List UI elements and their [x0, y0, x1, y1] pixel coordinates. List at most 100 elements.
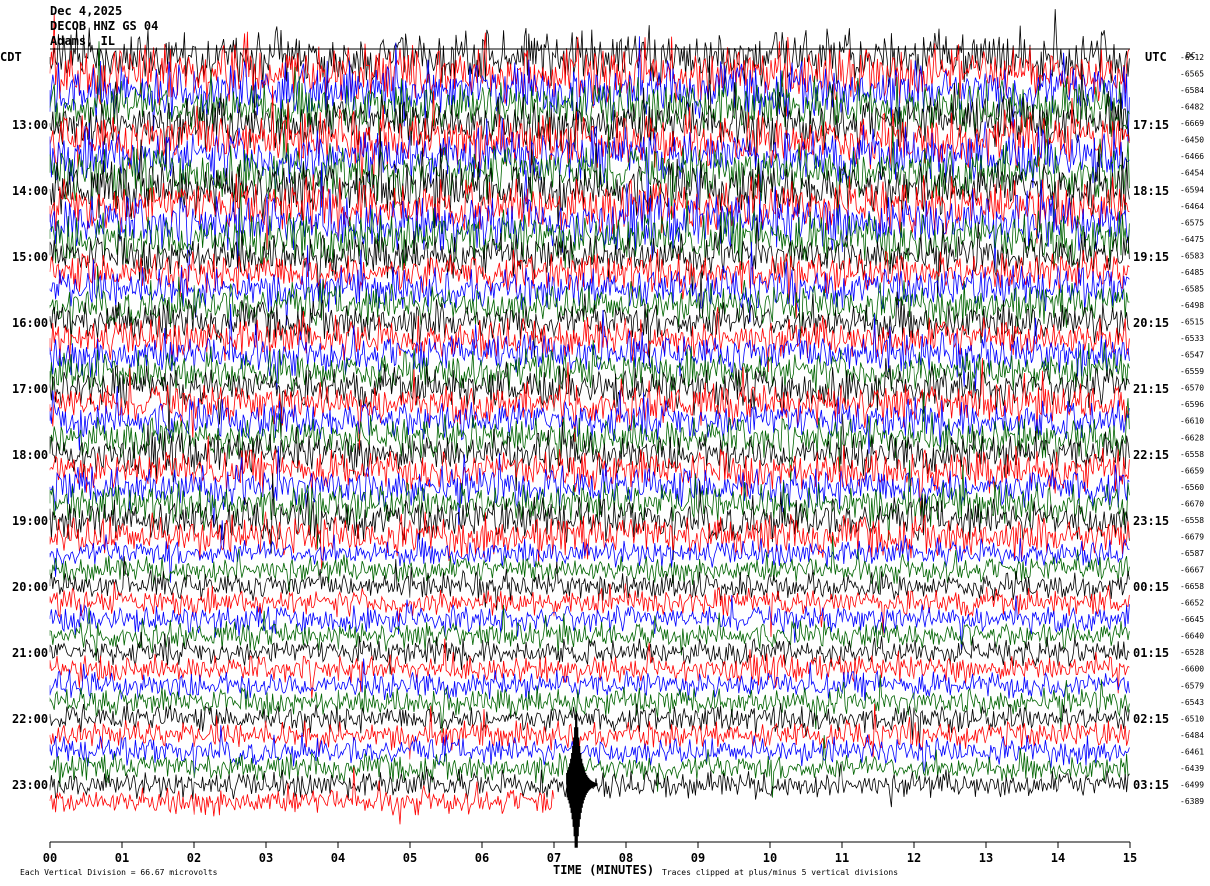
x-tick-label: 04: [331, 851, 345, 865]
right-hour-label: 17:15: [1133, 118, 1169, 132]
dc-offset-label: -6570: [1180, 384, 1204, 393]
dc-offset-label: -6482: [1180, 103, 1204, 112]
dc-offset-label: -6596: [1180, 400, 1204, 409]
dc-offset-label: -6547: [1180, 351, 1204, 360]
x-tick-label: 12: [907, 851, 921, 865]
left-hour-label: 19:00: [12, 514, 48, 528]
trace-43: [49, 725, 1130, 779]
dc-offset-label: -6560: [1180, 483, 1204, 492]
x-tick-label: 01: [115, 851, 129, 865]
dc-offset-label: -6645: [1180, 615, 1204, 624]
header-date: Dec 4,2025: [50, 4, 123, 18]
dc-offset-label: -6610: [1180, 417, 1204, 426]
left-hour-label: 17:00: [12, 382, 48, 396]
dc-offset-label: -6499: [1180, 780, 1204, 789]
x-tick-label: 09: [691, 851, 705, 865]
trace-42: [49, 703, 1130, 760]
right-timezone-label: UTC: [1145, 50, 1167, 64]
right-hour-label: 20:15: [1133, 316, 1169, 330]
trace-32: [49, 535, 1130, 593]
x-tick-label: 15: [1123, 851, 1137, 865]
left-hour-label: 20:00: [12, 580, 48, 594]
right-hour-label: 02:15: [1133, 712, 1169, 726]
left-hour-label: 21:00: [12, 646, 48, 660]
right-hour-label: 22:15: [1133, 448, 1169, 462]
dc-offset-label: -6512: [1180, 53, 1204, 62]
dc-offset-label: -6585: [1180, 284, 1204, 293]
dc-offset-label: -6439: [1180, 764, 1204, 773]
left-hour-label: 16:00: [12, 316, 48, 330]
dc-offset-label: -6594: [1180, 185, 1204, 194]
trace-3: [49, 36, 1130, 150]
dc-offset-label: -6575: [1180, 218, 1204, 227]
dc-offset-label: -6543: [1180, 698, 1204, 707]
left-hour-label: 23:00: [12, 778, 48, 792]
dc-offset-label: -6667: [1180, 566, 1204, 575]
trace-7: [49, 117, 1130, 225]
dc-offset-label: -6587: [1180, 549, 1204, 558]
x-tick-label: 10: [763, 851, 777, 865]
trace-31: [49, 520, 1130, 583]
trace-39: [49, 658, 1130, 702]
trace-30: [49, 511, 1130, 570]
right-hour-label: 19:15: [1133, 250, 1169, 264]
dc-offset-label: -6389: [1180, 797, 1204, 806]
trace-17: [49, 272, 1130, 367]
seismic-traces: [49, 9, 1130, 848]
dc-offset-label: -6461: [1180, 747, 1204, 756]
trace-35: [49, 594, 1130, 650]
dc-offset-label: -6484: [1180, 731, 1204, 740]
scale-note: Each Vertical Division = 66.67 microvolt…: [20, 868, 218, 877]
right-hour-label: 21:15: [1133, 382, 1169, 396]
trace-44: [49, 735, 1130, 798]
left-hour-label: 18:00: [12, 448, 48, 462]
dc-offset-label: -6670: [1180, 499, 1204, 508]
dc-offset-label: -6565: [1180, 70, 1204, 79]
dc-offset-label: -6600: [1180, 665, 1204, 674]
trace-15: [49, 241, 1130, 326]
dc-offset-label: -6669: [1180, 119, 1204, 128]
right-hour-label: 03:15: [1133, 778, 1169, 792]
x-tick-label: 06: [475, 851, 489, 865]
trace-14: [49, 249, 1130, 318]
trace-33: [49, 556, 1130, 611]
dc-offset-label: -6558: [1180, 516, 1204, 525]
trace-38: [49, 638, 1130, 699]
dc-offset-label: -6640: [1180, 632, 1204, 641]
trace-24: [49, 392, 1130, 482]
left-time-labels: 13:00 14:00 15:00 16:00 17:00 18:00 19:00 20:00…: [12, 118, 48, 792]
trace-25: [49, 413, 1130, 491]
dc-column-label: DC: [1186, 51, 1196, 60]
trace-19: [49, 303, 1130, 392]
trace-34: [49, 581, 1130, 637]
dc-offset-label: -6679: [1180, 532, 1204, 541]
dc-offset-label: -6510: [1180, 714, 1204, 723]
x-tick-label: 11: [835, 851, 849, 865]
dc-offset-label: -6464: [1180, 202, 1204, 211]
trace-11: [49, 162, 1130, 282]
right-time-labels: 17:15 18:15 19:15 20:15 21:15 22:15 23:15 00:15…: [1133, 118, 1169, 792]
right-hour-label: 23:15: [1133, 514, 1169, 528]
dc-offset-label: -6579: [1180, 681, 1204, 690]
left-hour-label: 15:00: [12, 250, 48, 264]
dc-offset-label: -6466: [1180, 152, 1204, 161]
dc-offset-label: -6583: [1180, 251, 1204, 260]
left-hour-label: 22:00: [12, 712, 48, 726]
trace-27: [49, 445, 1130, 528]
dc-offset-label: -6658: [1180, 582, 1204, 591]
left-hour-label: 13:00: [12, 118, 48, 132]
header-station: DECOB HNZ GS 04: [50, 19, 159, 33]
dc-offset-label: -6533: [1180, 334, 1204, 343]
trace-2: [49, 14, 1130, 117]
x-tick-label: 13: [979, 851, 993, 865]
x-tick-label: 05: [403, 851, 417, 865]
x-tick-label: 14: [1051, 851, 1065, 865]
dc-offset-label: -6515: [1180, 318, 1204, 327]
left-timezone-label: CDT: [0, 50, 22, 64]
header-location: Adams, IL: [50, 34, 116, 48]
dc-offset-label: -6584: [1180, 86, 1204, 95]
right-hour-label: 01:15: [1133, 646, 1169, 660]
trace-13: [49, 214, 1130, 302]
x-tick-label: 07: [547, 851, 561, 865]
